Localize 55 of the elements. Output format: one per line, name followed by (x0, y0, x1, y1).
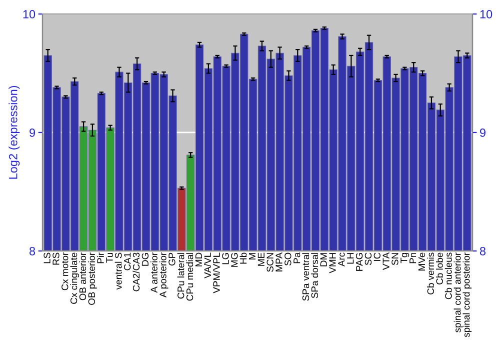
y-tick-label: 9 (30, 128, 35, 137)
x-tick-label: ventral S (114, 252, 122, 290)
x-tick-label: Pa (294, 252, 300, 264)
x-tick-label: Cb nucleus (444, 252, 452, 300)
x-tick-label: Tu (106, 252, 113, 263)
x-tick-label: Cx cingulate (70, 252, 80, 304)
x-tick-label: SN (392, 253, 398, 266)
x-tick-label: SO (284, 252, 292, 266)
y-axis-title: Log2 (expression) (8, 86, 20, 179)
x-tick-label: LG (222, 253, 229, 264)
y2-tick-label: 9 (480, 128, 486, 137)
x-tick-label: CA1 (124, 252, 131, 270)
x-tick-label: A posterior (159, 252, 168, 298)
x-tick-label: MD (195, 252, 202, 266)
x-tick-label: GP (168, 252, 176, 266)
x-tick-label: SC (364, 252, 372, 266)
y-tick-label: 10 (23, 10, 36, 18)
x-tick-label: Cx motor (62, 252, 68, 290)
x-tick-label: MG (231, 253, 238, 267)
x-tick-label: spinal cord anterior (454, 252, 463, 332)
x-tick-label: IC (374, 252, 380, 261)
x-tick-label: CPu medial (186, 252, 194, 301)
y-tick-label: 8 (30, 246, 36, 256)
x-tick-label: LS (44, 252, 50, 264)
x-tick-label: LH (347, 253, 354, 264)
x-tick-label: VTA (382, 252, 390, 270)
x-tick-label: Tg (400, 252, 410, 264)
x-tick-label: spinal cord posterior (462, 252, 472, 338)
x-tick-label: M (248, 253, 256, 260)
x-tick-label: A anterior (150, 252, 158, 293)
y2-tick-label: 10 (480, 10, 492, 18)
x-tick-label: SCN (266, 253, 274, 272)
x-tick-label: OB anterior (79, 252, 86, 300)
x-tick-label: DG (142, 253, 149, 266)
x-tick-label: VMH (329, 253, 336, 274)
x-tick-label: ME (258, 252, 264, 266)
x-tick-label: Pir (96, 252, 104, 264)
x-tick-label: PAG (356, 253, 363, 271)
x-tick-label: SPa ventral (302, 252, 310, 301)
x-tick-label: VPM/VPL (212, 252, 220, 294)
x-tick-label: MPA (276, 252, 282, 272)
x-tick-label: SPa dorsal (311, 252, 318, 298)
x-tick-label: Cb vermis (427, 252, 434, 294)
x-tick-label: Pn (410, 252, 416, 264)
x-tick-label: Cb lobe (436, 252, 443, 284)
x-tick-label: CA2/CA3 (132, 252, 140, 292)
x-tick-label: VA/VL (204, 252, 211, 278)
x-tick-label: Hb (240, 252, 247, 264)
x-tick-label: Arc (338, 252, 345, 266)
x-tick-label: DM (320, 253, 327, 266)
x-tick-label: RS (52, 252, 60, 265)
y2-tick-label: 8 (480, 246, 486, 256)
x-tick-label: OB posterior (88, 252, 97, 305)
x-tick-label: CPu lateral (177, 252, 184, 299)
x-tick-label: MVe (418, 252, 426, 270)
